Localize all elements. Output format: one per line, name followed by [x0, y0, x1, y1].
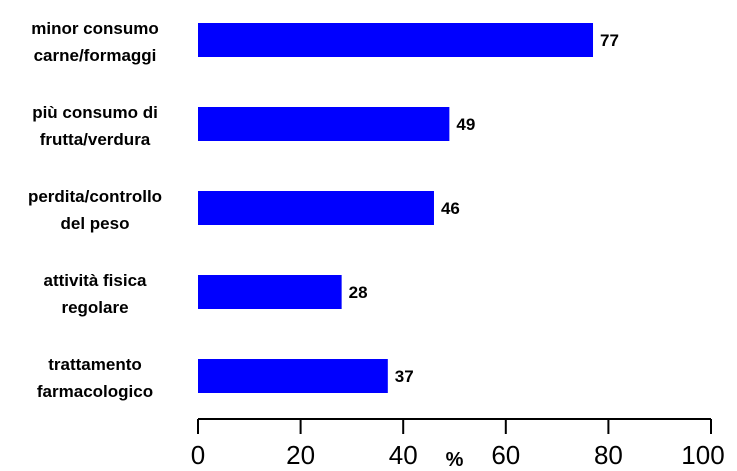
- value-label-4: 37: [395, 367, 414, 386]
- bar-3: [198, 275, 342, 309]
- bars-group: [198, 23, 594, 393]
- category-label-0: minor consumo carne/formaggi: [31, 19, 159, 65]
- category-labels: minor consumo carne/formaggi più consumo d…: [28, 19, 162, 401]
- value-label-3: 28: [349, 283, 368, 302]
- category-label-4: trattamento farmacologico: [37, 355, 153, 401]
- value-label-1: 49: [456, 115, 475, 134]
- x-ticks: 0 20 40 60 80 100: [191, 419, 725, 470]
- bar-0: [198, 23, 594, 57]
- x-tick-label-0: 0: [191, 440, 205, 470]
- category-label-1: più consumo di frutta/verdura: [32, 103, 158, 149]
- x-tick-label-1: 20: [286, 440, 315, 470]
- x-axis-title: %: [446, 449, 464, 471]
- bar-2: [198, 191, 434, 225]
- category-label-3: attività fisica regolare: [44, 271, 148, 317]
- x-tick-label-3: 60: [491, 440, 520, 470]
- value-label-2: 46: [441, 199, 460, 218]
- bar-4: [198, 359, 388, 393]
- value-labels: 77 49 46 28 37: [349, 31, 619, 386]
- x-tick-label-5: 100: [681, 440, 724, 470]
- category-label-2: perdita/controllo del peso: [28, 187, 162, 233]
- x-tick-label-2: 40: [389, 440, 418, 470]
- bar-1: [198, 107, 450, 141]
- value-label-0: 77: [600, 31, 619, 50]
- x-tick-label-4: 80: [594, 440, 623, 470]
